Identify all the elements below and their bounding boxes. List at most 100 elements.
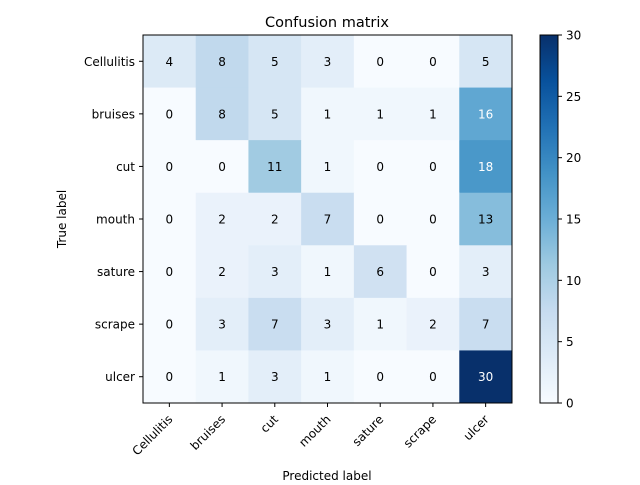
- heatmap-cells: [143, 35, 513, 404]
- cell-value-label: 3: [271, 265, 279, 279]
- heatmap-cell: [143, 297, 197, 351]
- cell-value-label: 5: [271, 55, 279, 69]
- colorbar-tick-label: 0: [566, 397, 574, 411]
- y-axis-ticks: Cellulitis bruises cut mouth sature scrape ulc…: [84, 55, 143, 384]
- y-tick-label: ulcer: [105, 370, 135, 384]
- y-axis-label: True label: [55, 190, 69, 249]
- y-tick-label: sature: [97, 265, 135, 279]
- x-tick-label: ulcer: [461, 412, 492, 443]
- cell-value-label: 0: [429, 265, 437, 279]
- heatmap-cell: [459, 245, 513, 299]
- colorbar-tick-label: 20: [566, 151, 581, 165]
- cell-value-label: 3: [324, 318, 332, 332]
- heatmap-cell: [248, 297, 302, 351]
- heatmap-cell: [195, 35, 249, 89]
- heatmap-cell: [301, 192, 355, 246]
- colorbar: [539, 34, 559, 404]
- colorbar-tick-label: 10: [566, 274, 581, 288]
- colorbar-tick-label: 25: [566, 90, 581, 104]
- cell-value-label: 0: [166, 160, 174, 174]
- cell-value-label: 1: [376, 318, 384, 332]
- heatmap-cell: [143, 245, 197, 299]
- cell-value-label: 0: [218, 160, 226, 174]
- x-tick-label: mouth: [296, 412, 333, 449]
- cell-value-label: 3: [271, 370, 279, 384]
- cell-value-label: 2: [218, 265, 226, 279]
- heatmap-cell: [143, 140, 197, 194]
- heatmap-cell-labels: 4 8 5 3 0 0 50 8 5 1 1 1 160 0 11 1 0 0 180 2 2 7 0 0 130 2 3 1 6 0 30…: [166, 55, 494, 384]
- heatmap-cell: [248, 350, 302, 404]
- heatmap-cell: [353, 140, 408, 194]
- cell-value-label: 2: [429, 318, 437, 332]
- heatmap-cell: [353, 87, 408, 141]
- heatmap-cell: [301, 297, 355, 351]
- cell-value-label: 1: [324, 107, 332, 121]
- heatmap-cell: [195, 245, 249, 299]
- cell-value-label: 8: [218, 107, 226, 121]
- x-tick-label: sature: [350, 412, 387, 449]
- cell-value-label: 30: [478, 370, 493, 384]
- heatmap-cell: [459, 297, 513, 351]
- heatmap-cell: [459, 192, 513, 246]
- cell-value-label: 1: [324, 160, 332, 174]
- heatmap-cell: [406, 35, 460, 89]
- heatmap-cell: [195, 140, 249, 194]
- heatmap-cell: [195, 87, 249, 141]
- heatmap-cell: [248, 35, 302, 89]
- cell-value-label: 1: [376, 107, 384, 121]
- heatmap-cell: [301, 350, 355, 404]
- cell-value-label: 0: [376, 55, 384, 69]
- heatmap-cell: [353, 35, 408, 89]
- cell-value-label: 11: [267, 160, 282, 174]
- colorbar-ticks: 0 5 10 15 20 25 30: [558, 29, 581, 411]
- heatmap-cell: [195, 192, 249, 246]
- cell-value-label: 0: [429, 213, 437, 227]
- heatmap-cell: [248, 192, 302, 246]
- heatmap-cell: [143, 87, 197, 141]
- heatmap-cell: [301, 35, 355, 89]
- heatmap-cell: [248, 245, 302, 299]
- cell-value-label: 0: [429, 370, 437, 384]
- heatmap-cell: [248, 87, 302, 141]
- heatmap-cell: [406, 245, 460, 299]
- cell-value-label: 0: [376, 213, 384, 227]
- cell-value-label: 3: [218, 318, 226, 332]
- cell-value-label: 16: [478, 107, 493, 121]
- heatmap-cell: [459, 35, 513, 89]
- x-tick-label: scrape: [401, 412, 439, 450]
- heatmap-cell: [459, 350, 513, 404]
- cell-value-label: 2: [218, 213, 226, 227]
- cell-value-label: 0: [166, 213, 174, 227]
- heatmap-cell: [353, 192, 408, 246]
- heatmap-cell: [406, 140, 460, 194]
- cell-value-label: 1: [218, 370, 226, 384]
- heatmap-cell: [406, 297, 460, 351]
- cell-value-label: 0: [376, 370, 384, 384]
- cell-value-label: 0: [166, 265, 174, 279]
- heatmap-cell: [406, 87, 460, 141]
- heatmap-cell: [195, 350, 249, 404]
- heatmap-cell: [353, 350, 408, 404]
- cell-value-label: 18: [478, 160, 493, 174]
- x-tick-label: Cellulitis: [130, 412, 176, 458]
- colorbar-tick-label: 5: [566, 335, 574, 349]
- cell-value-label: 0: [166, 370, 174, 384]
- cell-value-label: 13: [478, 213, 493, 227]
- colorbar-tick-label: 30: [566, 29, 581, 43]
- y-tick-label: Cellulitis: [84, 55, 135, 69]
- heatmap-cell: [301, 87, 355, 141]
- y-tick-label: cut: [116, 160, 135, 174]
- cell-value-label: 3: [482, 265, 490, 279]
- heatmap-cell: [353, 297, 408, 351]
- y-tick-label: scrape: [95, 318, 135, 332]
- heatmap-cell: [143, 35, 197, 89]
- heatmap-cell: [301, 245, 355, 299]
- heatmap-cell: [301, 140, 355, 194]
- cell-value-label: 7: [482, 318, 490, 332]
- cell-value-label: 5: [271, 107, 279, 121]
- cell-value-label: 0: [166, 107, 174, 121]
- heatmap-cell: [406, 350, 460, 404]
- cell-value-label: 0: [429, 160, 437, 174]
